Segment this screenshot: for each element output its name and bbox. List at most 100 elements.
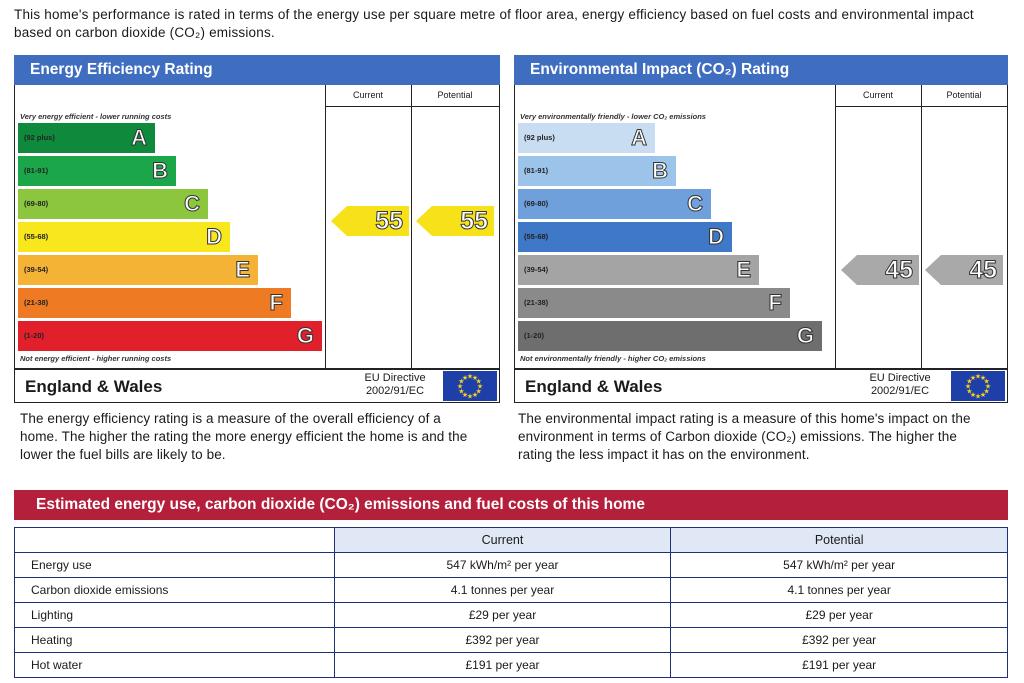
row-current-value: £392 per year [333,627,672,653]
potential-column-header: Potential [437,90,473,100]
svg-text:★: ★ [984,378,990,386]
rating-band-range: (69-80) [24,199,49,208]
rating-band-letter: G [796,323,814,349]
svg-text:★: ★ [975,373,981,381]
rating-band-range: (21-38) [524,298,549,307]
svg-text:★: ★ [984,388,990,396]
current-column-header: Current [862,90,893,100]
row-label: Lighting [14,602,335,628]
eu-flag-icon: ★ ★ ★ ★ ★ ★ ★ ★ ★ ★ ★ ★ [951,371,1005,401]
rating-band-letter: E [736,257,752,283]
svg-text:★: ★ [472,391,478,399]
energy-efficiency-chart: Current Potential Very energy efficient … [14,85,500,369]
rating-band-letter: A [631,125,648,151]
svg-text:★: ★ [985,383,991,391]
svg-text:★: ★ [965,383,971,391]
bottom-scale-note: Not environmentally friendly - higher CO… [520,354,706,363]
rating-value: 55 [460,207,489,236]
bottom-scale-note: Not energy efficient - higher running co… [20,354,172,363]
table-row: Carbon dioxide emissions 4.1 tonnes per y… [14,577,1008,603]
environment-footer: England & Wales EU Directive 2002/91/EC … [514,369,1008,403]
rating-band-b: (81-91) B [18,156,176,186]
rating-band-letter: E [235,257,251,283]
rating-band-range: (92 plus) [524,133,555,142]
rating-band-g: (1-20) G [518,321,822,351]
row-potential-value: 4.1 tonnes per year [670,577,1008,603]
rating-band-g: (1-20) G [18,321,322,351]
rating-band-letter: B [152,158,169,184]
rating-band-e: (39-54) E [18,255,258,285]
svg-text:★: ★ [472,374,478,382]
svg-text:★: ★ [467,393,473,401]
current-column-header: Current [352,90,383,100]
rating-band-range: (55-68) [524,232,549,241]
environmental-impact-chart: Current Potential Very environmentally f… [514,85,1008,369]
rating-band-letter: B [652,158,669,184]
row-current-value: £191 per year [333,652,672,678]
energy-footer: England & Wales EU Directive 2002/91/EC … [14,369,500,403]
table-row: Hot water £191 per year £191 per year [14,652,1008,678]
environmental-impact-title: Environmental Impact (CO₂) Rating [514,55,1008,85]
estimates-blank-header [14,527,335,553]
svg-text:★: ★ [975,393,981,401]
table-row: Heating £392 per year £392 per year [14,627,1008,653]
rating-band-letter: C [184,191,201,217]
svg-text:★: ★ [966,388,972,396]
estimates-title: Estimated energy use, carbon dioxide (CO… [14,490,1008,520]
current-rating-pointer: 55 [331,206,409,236]
estimates-potential-header: Potential [670,527,1008,553]
svg-text:★: ★ [476,388,482,396]
svg-text:★: ★ [458,388,464,396]
svg-text:★: ★ [477,383,483,391]
region-label: England & Wales [25,377,163,396]
potential-rating-pointer: 45 [925,255,1003,285]
row-current-value: 547 kWh/m² per year [333,552,672,578]
rating-band-range: (1-20) [524,331,545,340]
row-current-value: £29 per year [333,602,672,628]
environment-description: The environmental impact rating is a mea… [518,411,971,462]
rating-band-f: (21-38) F [518,288,790,318]
rating-band-letter: D [708,224,725,250]
eu-directive-line2: 2002/91/EC [365,385,425,397]
eu-flag-icon: ★ ★ ★ ★ ★ ★ ★ ★ ★ ★ ★ ★ [443,371,497,401]
rating-band-letter: F [768,290,782,316]
row-label: Carbon dioxide emissions [14,577,335,603]
svg-text:★: ★ [462,374,468,382]
current-rating-pointer: 45 [841,255,919,285]
table-row: Lighting £29 per year £29 per year [14,602,1008,628]
svg-text:★: ★ [980,391,986,399]
svg-text:★: ★ [970,374,976,382]
rating-band-a: (92 plus) A [518,123,655,153]
rating-band-letter: D [206,224,223,250]
rating-band-e: (39-54) E [518,255,759,285]
row-potential-value: £191 per year [670,652,1008,678]
rating-band-c: (69-80) C [18,189,208,219]
potential-column-header: Potential [946,90,982,100]
energy-efficiency-title: Energy Efficiency Rating [14,55,500,85]
rating-band-letter: A [131,125,148,151]
rating-value: 55 [375,207,404,236]
row-current-value: 4.1 tonnes per year [333,577,672,603]
svg-text:★: ★ [980,374,986,382]
intro-text: This home's performance is rated in term… [14,7,974,40]
region-label: England & Wales [525,377,663,396]
rating-band-range: (21-38) [24,298,49,307]
estimates-table: Current Potential Energy use 547 kWh/m² p… [14,527,1008,678]
row-label: Energy use [14,552,335,578]
top-scale-note: Very energy efficient - lower running co… [20,112,172,121]
eu-directive-line1: EU Directive [364,372,426,384]
rating-band-range: (39-54) [524,265,549,274]
rating-band-range: (55-68) [24,232,49,241]
row-potential-value: £29 per year [670,602,1008,628]
environmental-impact-panel: Environmental Impact (CO₂) Rating Curren… [514,55,1008,403]
potential-rating-pointer: 55 [416,206,494,236]
svg-text:★: ★ [457,383,463,391]
estimates-header-row: Current Potential [14,527,1008,553]
rating-band-range: (92 plus) [24,133,55,142]
svg-text:★: ★ [476,378,482,386]
rating-band-letter: G [296,323,314,349]
rating-band-d: (55-68) D [518,222,732,252]
rating-band-letter: C [687,191,704,217]
eu-directive-line1: EU Directive [869,372,931,384]
top-scale-note: Very environmentally friendly - lower CO… [520,112,706,121]
